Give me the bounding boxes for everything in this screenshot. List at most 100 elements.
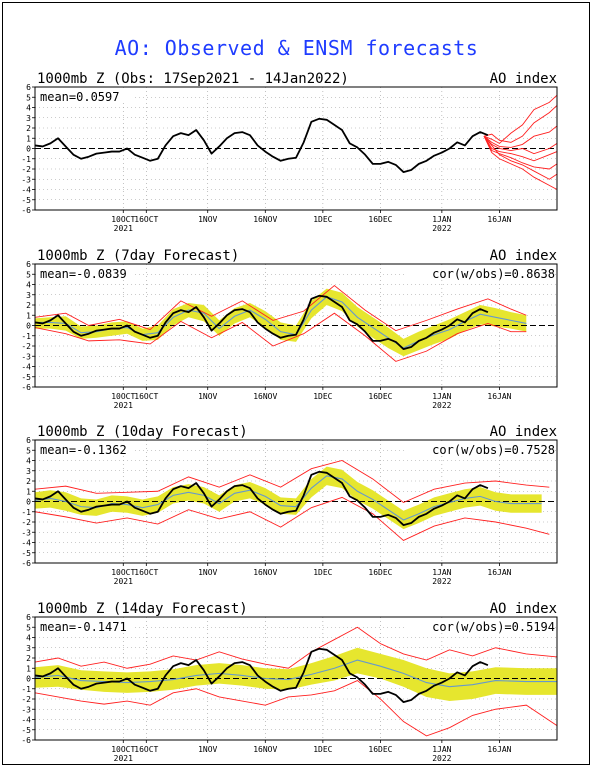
x-tick-year-label: 2021 [114,754,133,763]
y-tick-label: 6 [26,613,31,622]
x-tick-label: 1NOV [198,745,217,754]
ensemble-spread-band [35,288,527,357]
ensemble-member-line [34,680,558,737]
y-tick-label: 1 [26,487,31,496]
x-tick-year-label: 2022 [432,577,451,586]
grid [35,87,557,210]
x-tick-label: 10OCT [111,215,135,224]
mean-label-bg [37,620,133,633]
y-tick-label: -3 [21,175,31,184]
ensemble-member-line [483,135,558,180]
y-tick-label: -3 [21,705,31,714]
y-tick-label: 2 [26,301,31,310]
panel-heading: 1000mb Z (10day Forecast) [37,424,248,440]
x-tick-year-label: 2022 [432,754,451,763]
x-tick-label: 1JAN [432,745,451,754]
x-tick-label: 16OCT [134,745,158,754]
mean-label: mean=-0.1362 [40,443,127,457]
panel-index-label: AO index [490,601,557,617]
y-tick-label: -1 [21,332,31,341]
chart-panel-1: 1000mb Z (Obs: 17Sep2021 - 14Jan2022) AO … [21,71,558,233]
y-tick-label: -5 [21,196,31,205]
y-tick-label: 1 [26,134,31,143]
ensemble-member-line [34,312,527,362]
y-tick-label: 6 [26,260,31,269]
y-tick-label: -6 [21,383,31,392]
mean-label-bg [37,267,133,280]
y-tick-label: -2 [21,695,31,704]
mean-label: mean=-0.0839 [40,267,127,281]
y-tick-label: 1 [26,664,31,673]
correlation-label: cor(w/obs)=0.5194 [432,620,555,634]
correlation-label: cor(w/obs)=0.8638 [432,267,555,281]
cor-label-bg [407,267,555,280]
ensemble-spread-band [35,647,557,702]
chart-panel-4: 1000mb Z (14day Forecast) AO index6543210… [21,601,558,763]
x-tick-label: 16JAN [487,568,511,577]
y-tick-label: -5 [21,549,31,558]
x-tick-label: 10OCT [111,745,135,754]
grid [35,264,557,387]
y-tick-label: 6 [26,436,31,445]
x-tick-year-label: 2021 [114,577,133,586]
observed-ao-line [34,470,489,526]
x-tick-label: 10OCT [111,392,135,401]
ensemble-member-line [34,496,550,541]
x-tick-label: 16JAN [487,215,511,224]
observed-ao-line [34,117,489,173]
x-tick-label: 16NOV [253,568,277,577]
x-tick-label: 16OCT [134,392,158,401]
y-tick-label: -6 [21,206,31,215]
ensemble-member-line [34,460,550,504]
x-tick-label: 16OCT [134,215,158,224]
x-tick-label: 1JAN [432,392,451,401]
y-tick-label: -4 [21,716,31,725]
panel-index-label: AO index [490,424,557,440]
y-tick-label: 0 [26,498,31,507]
cor-label-bg [407,443,555,456]
y-tick-label: -1 [21,155,31,164]
chart-panel-3: 1000mb Z (10day Forecast) AO index6543210… [21,424,558,586]
x-tick-label: 16JAN [487,392,511,401]
y-tick-label: -6 [21,559,31,568]
ensemble-member-line [483,135,558,170]
panel-index-label: AO index [490,71,557,87]
chart-panel-2: 1000mb Z (7day Forecast) AO index6543210-… [21,248,558,410]
y-tick-label: -6 [21,736,31,745]
x-tick-label: 16DEC [368,215,392,224]
y-tick-label: 6 [26,83,31,92]
y-tick-label: -4 [21,186,31,195]
x-tick-label: 16NOV [253,392,277,401]
y-tick-label: 4 [26,457,31,466]
y-tick-label: 0 [26,322,31,331]
chart-title: AO: Observed & ENSM forecasts [114,36,479,60]
y-tick-label: 2 [26,654,31,663]
ensemble-member-line [483,125,558,148]
y-tick-label: -2 [21,518,31,527]
panel-index-label: AO index [490,248,557,264]
x-tick-label: 16NOV [253,745,277,754]
ensemble-member-line [483,135,558,155]
x-tick-label: 1JAN [432,568,451,577]
mean-label-bg [37,443,133,456]
ensemble-member-line [483,135,558,162]
x-tick-label: 1JAN [432,215,451,224]
y-tick-label: -3 [21,352,31,361]
x-tick-year-label: 2022 [432,224,451,233]
y-tick-label: -2 [21,165,31,174]
panel-heading: 1000mb Z (Obs: 17Sep2021 - 14Jan2022) [37,71,349,87]
y-tick-label: -1 [21,685,31,694]
x-tick-label: 16DEC [368,392,392,401]
y-tick-label: 0 [26,675,31,684]
x-tick-label: 16DEC [368,745,392,754]
mean-label: mean=0.0597 [40,90,119,104]
x-tick-label: 1NOV [198,215,217,224]
y-tick-label: 4 [26,634,31,643]
x-tick-label: 1NOV [198,392,217,401]
x-tick-year-label: 2021 [114,401,133,410]
y-tick-label: -1 [21,508,31,517]
y-tick-label: 0 [26,145,31,154]
x-tick-label: 1DEC [313,745,332,754]
